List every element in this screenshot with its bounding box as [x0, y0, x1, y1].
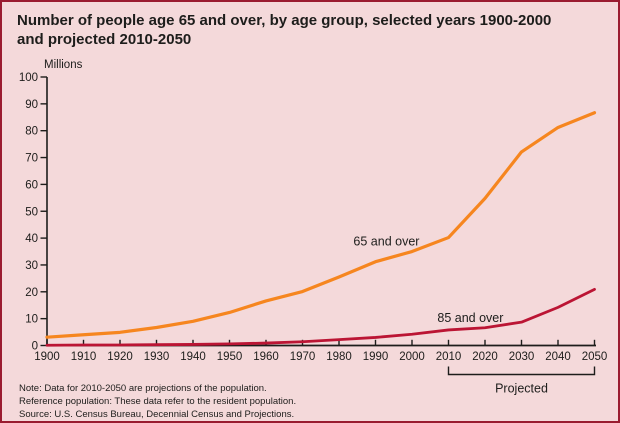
- x-tick-label: 1980: [326, 351, 352, 363]
- series-line-85-and-over: [45, 287, 596, 347]
- y-tick-label: 90: [25, 99, 38, 111]
- series-label-65-and-over: 65 and over: [353, 234, 419, 248]
- y-tick-label: 50: [25, 206, 38, 218]
- x-tick-label: 2050: [582, 351, 608, 363]
- chart-title-line1: Number of people age 65 and over, by age…: [17, 12, 552, 29]
- y-tick-label: 20: [25, 287, 38, 299]
- series-line-65-and-over: [45, 111, 597, 339]
- series-label-85-and-over: 85 and over: [437, 311, 503, 325]
- x-tick-label: 1900: [34, 351, 60, 363]
- y-tick-label: 80: [25, 126, 38, 138]
- note-source: Source: U.S. Census Bureau, Decennial Ce…: [19, 408, 295, 420]
- x-tick-label: 1960: [253, 351, 279, 363]
- chart-title: Number of people age 65 and over, by age…: [17, 11, 607, 49]
- y-axis-unit-label: Millions: [44, 59, 83, 71]
- y-tick-label: 10: [25, 314, 38, 326]
- y-tick-label: 30: [25, 260, 38, 272]
- note-reference-population: Reference population: These data refer t…: [19, 395, 297, 407]
- y-tick-label: 40: [25, 233, 38, 245]
- note-projections: Note: Data for 2010-2050 are projections…: [19, 383, 267, 394]
- x-tick-label: 2000: [399, 351, 425, 363]
- x-tick-label: 2030: [509, 351, 535, 363]
- footnotes: Note: Data for 2010-2050 are projections…: [19, 383, 296, 421]
- x-tick-label: 1920: [107, 351, 133, 363]
- y-tick-label: 0: [32, 341, 38, 353]
- x-tick-label: 1950: [217, 351, 243, 363]
- x-tick-label: 1910: [71, 351, 97, 363]
- x-tick-label: 1940: [180, 351, 206, 363]
- x-tick-label: 1990: [363, 351, 389, 363]
- x-tick-label: 1930: [144, 351, 170, 363]
- projected-bracket-label: Projected: [495, 382, 548, 396]
- x-tick-label: 1970: [290, 351, 316, 363]
- projected-bracket: [447, 366, 596, 376]
- y-tick-label: 70: [25, 153, 38, 165]
- x-tick-label: 2020: [472, 351, 498, 363]
- x-tick-label: 2040: [545, 351, 571, 363]
- x-tick-label: 2010: [436, 351, 462, 363]
- chart-title-line2: and projected 2010-2050: [17, 31, 192, 48]
- y-tick-label: 60: [25, 179, 38, 191]
- y-tick-label: 100: [19, 72, 38, 84]
